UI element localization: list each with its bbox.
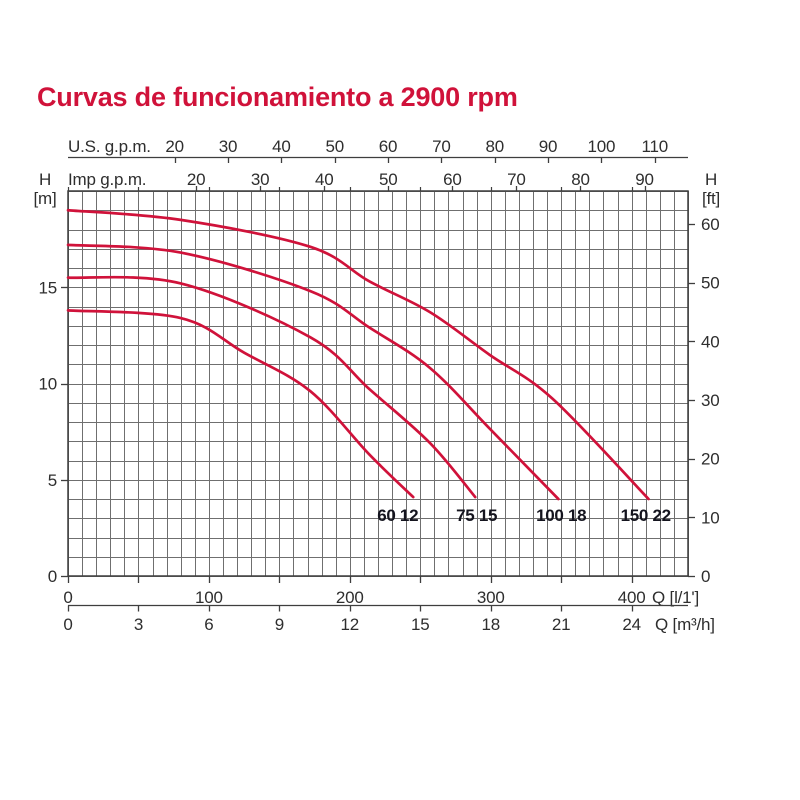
flow-m3h-axis: 0 3 6 9 12 15 18 21 24 Q [m³/h] [63, 604, 715, 634]
imp-gpm-tick-50: 50 [379, 170, 398, 189]
head-ft-tick-10: 10 [701, 508, 720, 527]
us-gpm-tick-80: 80 [485, 137, 504, 156]
head-m-tick-15: 15 [38, 278, 57, 297]
us-gpm-tick-40: 40 [272, 137, 291, 156]
flow-m3h-tick-15: 15 [411, 615, 430, 634]
head-ft-axis-label: H [705, 170, 717, 189]
curve-label-60-12: 60 12 [377, 506, 418, 525]
imp-gpm-tick-60: 60 [443, 170, 462, 189]
flow-lmin-tick-200: 200 [336, 588, 364, 607]
head-ft-tick-40: 40 [701, 332, 720, 351]
flow-m3h-tick-12: 12 [341, 615, 360, 634]
us-gpm-tick-60: 60 [379, 137, 398, 156]
imp-gpm-tick-30: 30 [251, 170, 270, 189]
page-title: Curvas de funcionamiento a 2900 rpm [37, 82, 518, 112]
head-ft-tick-0: 0 [701, 567, 710, 586]
head-ft-tick-60: 60 [701, 215, 720, 234]
flow-m3h-tick-24: 24 [622, 615, 641, 634]
grid-lines [68, 191, 689, 577]
imp-gpm-axis: Imp g.p.m. 20 30 40 50 60 70 80 90 [67, 170, 654, 191]
flow-m3h-axis-label: Q [m³/h] [655, 615, 715, 634]
curve-label-100-18: 100 18 [536, 506, 586, 525]
head-m-tick-0: 0 [48, 567, 57, 586]
imp-gpm-axis-label: Imp g.p.m. [68, 170, 146, 189]
us-gpm-tick-20: 20 [165, 137, 184, 156]
flow-lmin-tick-100: 100 [195, 588, 223, 607]
curve-labels: 60 12 75 15 100 18 150 22 [377, 506, 671, 525]
head-ft-tick-50: 50 [701, 274, 720, 293]
us-gpm-tick-70: 70 [432, 137, 451, 156]
head-ft-axis: H[ft] 0 10 20 30 40 50 60 [688, 170, 720, 586]
imp-gpm-tick-90: 90 [635, 170, 654, 189]
us-gpm-axis-label: U.S. g.p.m. [68, 137, 151, 156]
flow-m3h-tick-9: 9 [275, 615, 284, 634]
us-gpm-tick-30: 30 [219, 137, 238, 156]
flow-lmin-tick-300: 300 [477, 588, 505, 607]
curve-label-75-15: 75 15 [456, 506, 497, 525]
us-gpm-axis: U.S. g.p.m. 20 30 40 50 60 70 80 90 100 110 [68, 137, 688, 163]
flow-lmin-axis: 0 100 200 300 400 Q [l/1'] [63, 576, 699, 607]
us-gpm-tick-110: 110 [641, 137, 668, 156]
head-ft-axis-unit: [ft] [702, 189, 720, 208]
us-gpm-tick-90: 90 [539, 137, 558, 156]
flow-lmin-tick-400: 400 [618, 588, 646, 607]
pump-curves [66, 208, 650, 501]
pump-curve-150-22 [66, 208, 650, 501]
head-ft-tick-20: 20 [701, 450, 720, 469]
flow-m3h-tick-0: 0 [63, 615, 72, 634]
curve-label-150-22: 150 22 [621, 506, 671, 525]
head-m-tick-5: 5 [48, 471, 57, 490]
imp-gpm-tick-70: 70 [507, 170, 526, 189]
imp-gpm-tick-20: 20 [187, 170, 206, 189]
head-m-axis: H[m] 0 5 10 15 [33, 170, 68, 586]
imp-gpm-tick-80: 80 [571, 170, 590, 189]
flow-m3h-tick-21: 21 [552, 615, 571, 634]
head-m-tick-10: 10 [38, 375, 57, 394]
flow-m3h-tick-6: 6 [204, 615, 213, 634]
flow-m3h-tick-3: 3 [134, 615, 143, 634]
head-ft-tick-30: 30 [701, 391, 720, 410]
plot-frame [67, 190, 689, 577]
imp-gpm-tick-40: 40 [315, 170, 334, 189]
us-gpm-tick-50: 50 [325, 137, 344, 156]
pump-curve-75-15 [66, 275, 477, 499]
head-m-axis-unit: [m] [33, 189, 56, 208]
flow-lmin-axis-label: Q [l/1'] [652, 588, 699, 607]
pump-curve-100-18 [66, 243, 560, 501]
flow-m3h-tick-18: 18 [481, 615, 500, 634]
us-gpm-tick-100: 100 [588, 137, 616, 156]
head-m-axis-label: H [39, 170, 51, 189]
flow-lmin-tick-0: 0 [63, 588, 72, 607]
pump-curve-60-12 [66, 309, 415, 499]
